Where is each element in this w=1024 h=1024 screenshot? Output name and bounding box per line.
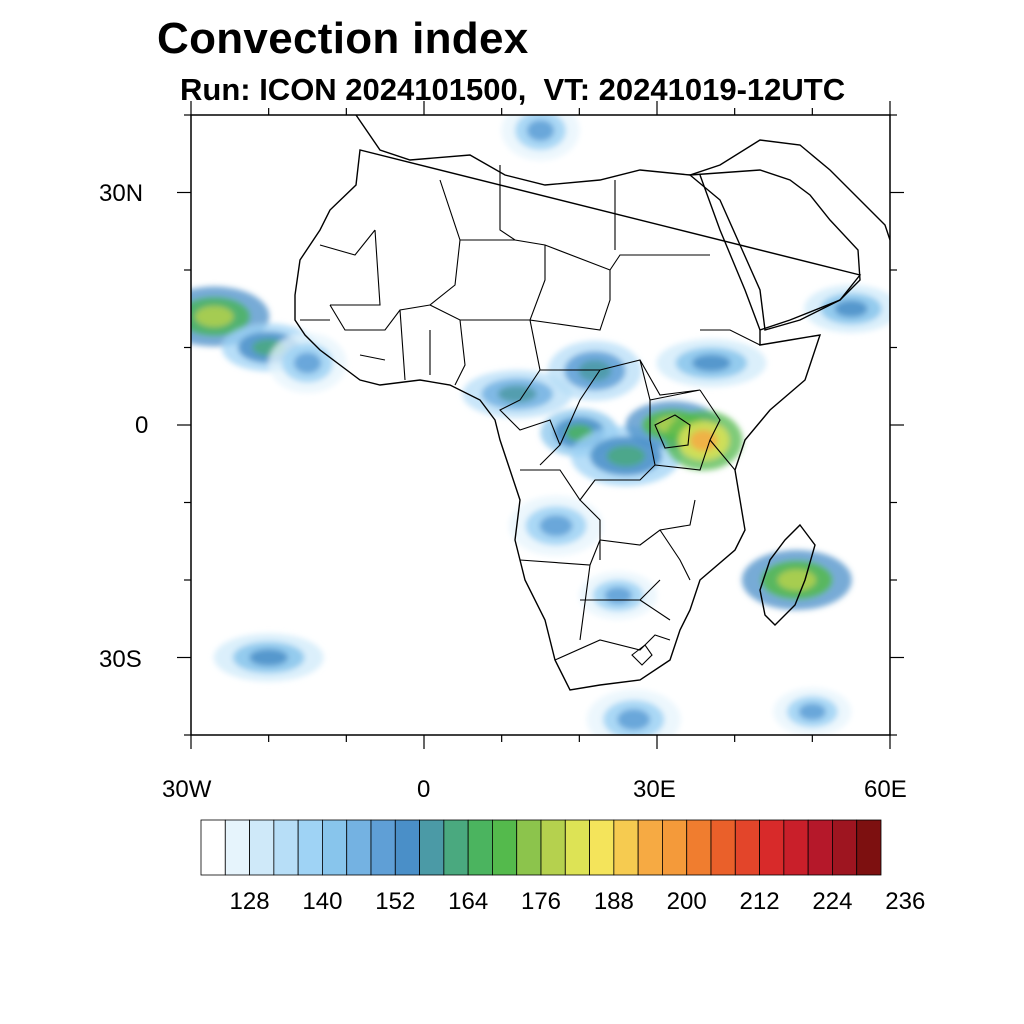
- convection-cell: [689, 430, 718, 451]
- convection-cell: [692, 354, 731, 372]
- run-subtitle: Run: ICON 2024101500, VT: 20241019-12UTC: [180, 72, 846, 107]
- central-africa-borders: [499, 319, 761, 501]
- convection-cell: [798, 703, 826, 721]
- arabian-peninsula: [688, 169, 861, 331]
- madagascar: [759, 523, 816, 626]
- convection-cell: [293, 352, 322, 374]
- lat-label-30s: 30S: [99, 646, 142, 673]
- colorbar-label: 152: [375, 888, 416, 915]
- colorbar-label: 224: [812, 888, 853, 915]
- red-sea-coast: [699, 174, 761, 331]
- colorbar-label: 164: [448, 888, 489, 915]
- lesotho: [631, 644, 653, 666]
- convection-cell: [497, 385, 537, 403]
- lon-label-60e: 60E: [864, 776, 907, 803]
- lon-label-30e: 30E: [633, 776, 676, 803]
- lat-label-30n: 30N: [99, 180, 144, 207]
- convection-cell: [526, 120, 555, 141]
- colorbar-label: 128: [229, 888, 270, 915]
- country-borders: [300, 165, 761, 666]
- convection-field: [191, 115, 890, 735]
- convection-cell: [539, 515, 573, 537]
- colorbar-label: 212: [739, 888, 780, 915]
- page-title: Convection index: [157, 14, 529, 63]
- southern-africa-borders: [519, 499, 696, 661]
- colorbar-label: 188: [593, 888, 634, 915]
- convection-cell: [834, 300, 868, 318]
- convection-cell: [777, 569, 817, 591]
- convection-cell: [604, 587, 632, 604]
- lon-label-30w: 30W: [162, 776, 212, 803]
- convection-cell: [195, 306, 234, 327]
- lon-label-0: 0: [417, 776, 431, 803]
- lat-label-0: 0: [135, 412, 149, 439]
- colorbar-label: 176: [520, 888, 562, 915]
- convection-cell: [578, 360, 612, 382]
- africa-coastline: [294, 115, 890, 691]
- convection-cell: [617, 709, 651, 730]
- west-africa-borders: [300, 304, 466, 386]
- coastlines: [294, 115, 890, 691]
- convection-cell: [606, 445, 646, 467]
- colorbar-label: 140: [302, 888, 343, 915]
- axis-ticks: [177, 101, 904, 749]
- convection-cell: [249, 649, 288, 666]
- lake-victoria: [654, 414, 691, 449]
- colorbar-label: 200: [666, 888, 707, 915]
- colorbar-label: 236: [885, 888, 926, 915]
- north-africa-borders: [319, 165, 710, 331]
